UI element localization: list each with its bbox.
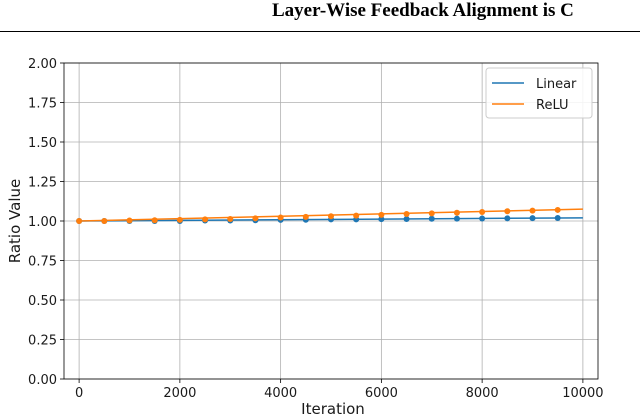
y-tick-label: 0.75 <box>28 255 57 270</box>
relu-data-point <box>227 215 234 222</box>
relu-data-point <box>554 206 561 213</box>
relu-data-point <box>151 217 158 224</box>
relu-data-point <box>479 208 486 215</box>
y-tick-label: 1.50 <box>28 136 57 151</box>
running-title: Layer-Wise Feedback Alignment is C <box>272 0 574 21</box>
linear-data-point <box>479 215 486 222</box>
relu-data-point <box>378 211 385 218</box>
x-tick-label: 0 <box>75 386 83 401</box>
y-tick-label: 1.25 <box>28 176 57 191</box>
relu-data-point <box>277 214 284 221</box>
legend-box <box>485 67 593 119</box>
legend: Linear ReLU <box>485 67 593 119</box>
relu-data-point <box>353 212 360 219</box>
x-tick-label: 8000 <box>466 386 499 401</box>
y-tick-label: 0.50 <box>28 294 57 309</box>
y-axis-ticks: 0.00 0.25 0.50 0.75 1.00 1.25 1.50 1.75 2.00 <box>28 57 64 388</box>
x-tick-label: 10000 <box>562 386 603 401</box>
linear-legend-label: Linear <box>536 77 577 92</box>
linear-data-point <box>453 215 460 222</box>
relu-legend-label: ReLU <box>536 98 569 113</box>
x-axis-label: Iteration <box>301 400 365 417</box>
x-tick-label: 6000 <box>365 386 398 401</box>
y-axis-label: Ratio Value <box>6 179 24 263</box>
linear-data-point <box>378 216 385 223</box>
relu-data-point <box>252 215 259 222</box>
x-tick-label: 4000 <box>264 386 297 401</box>
relu-data-point <box>126 217 133 224</box>
y-tick-label: 1.00 <box>28 215 57 230</box>
relu-data-point <box>504 208 511 215</box>
linear-data-point <box>428 215 435 222</box>
linear-data-point <box>403 215 410 222</box>
linear-data-point <box>504 215 511 222</box>
relu-data-point <box>302 213 309 220</box>
relu-data-point <box>101 218 108 224</box>
relu-data-point <box>176 216 183 223</box>
x-axis-ticks: 0 2000 4000 6000 8000 10000 <box>75 379 604 401</box>
relu-data-point <box>328 213 334 220</box>
relu-data-point <box>202 216 209 223</box>
linear-data-point <box>529 215 536 222</box>
page-header: Layer-Wise Feedback Alignment is C <box>0 0 640 40</box>
y-tick-label: 0.25 <box>28 334 57 349</box>
relu-data-point <box>403 211 410 218</box>
y-tick-label: 0.00 <box>28 373 57 388</box>
header-rule <box>0 31 640 32</box>
relu-data-point <box>428 210 435 217</box>
y-tick-label: 1.75 <box>28 97 57 112</box>
series-markers <box>76 206 561 224</box>
relu-data-point <box>529 207 536 214</box>
relu-data-point <box>76 218 83 224</box>
linear-data-point <box>554 214 561 221</box>
x-tick-label: 2000 <box>163 386 196 401</box>
y-tick-label: 2.00 <box>28 57 57 72</box>
relu-data-point <box>453 209 460 216</box>
